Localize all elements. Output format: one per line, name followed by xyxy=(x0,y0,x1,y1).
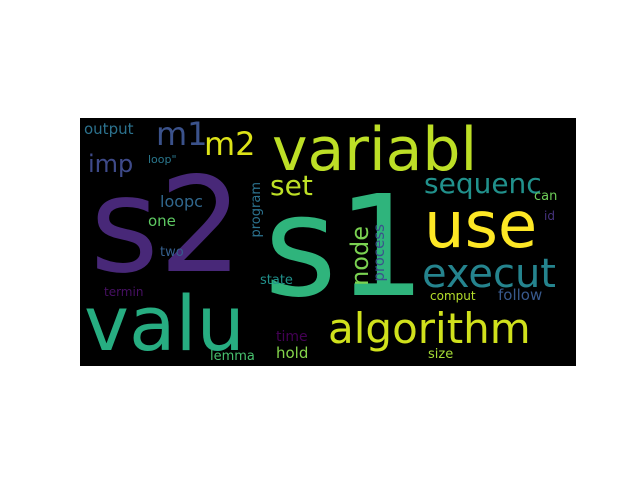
word-follow: follow xyxy=(498,286,543,304)
word-id: id xyxy=(544,209,555,223)
word-one: one xyxy=(148,212,176,230)
word-loopc: loopc xyxy=(160,192,203,211)
word-comput: comput xyxy=(430,289,476,303)
word-s2: s2 xyxy=(90,149,243,303)
word-time: time xyxy=(276,329,308,345)
word-size: size xyxy=(428,347,454,362)
word-valu: valu xyxy=(84,279,245,366)
word-output: output xyxy=(84,120,134,138)
word-program: program xyxy=(249,182,264,238)
word-execut: execut xyxy=(422,251,556,297)
word-sequenc: sequenc xyxy=(424,167,542,200)
word-set: set xyxy=(270,169,313,202)
word-s1: s1 xyxy=(264,166,427,329)
word-state: state xyxy=(260,273,293,288)
word-algorithm: algorithm xyxy=(328,304,531,353)
word-termin: termin xyxy=(104,285,144,299)
word-cloud: s2 s1 valu variabl use algorithm execut … xyxy=(80,118,576,366)
word-use: use xyxy=(424,189,538,263)
word-hold: hold xyxy=(276,344,309,362)
word-can: can xyxy=(534,189,558,204)
word-imp: imp xyxy=(88,150,134,178)
word-variabl: variabl xyxy=(272,118,478,185)
word-m2: m2 xyxy=(204,125,256,163)
word-loop-quote: loop" xyxy=(148,153,177,166)
word-node: node xyxy=(346,226,374,286)
word-lemma: lemma xyxy=(210,349,255,364)
word-process: process xyxy=(370,224,388,282)
word-m1: m1 xyxy=(156,118,208,153)
word-two: two xyxy=(160,245,184,260)
